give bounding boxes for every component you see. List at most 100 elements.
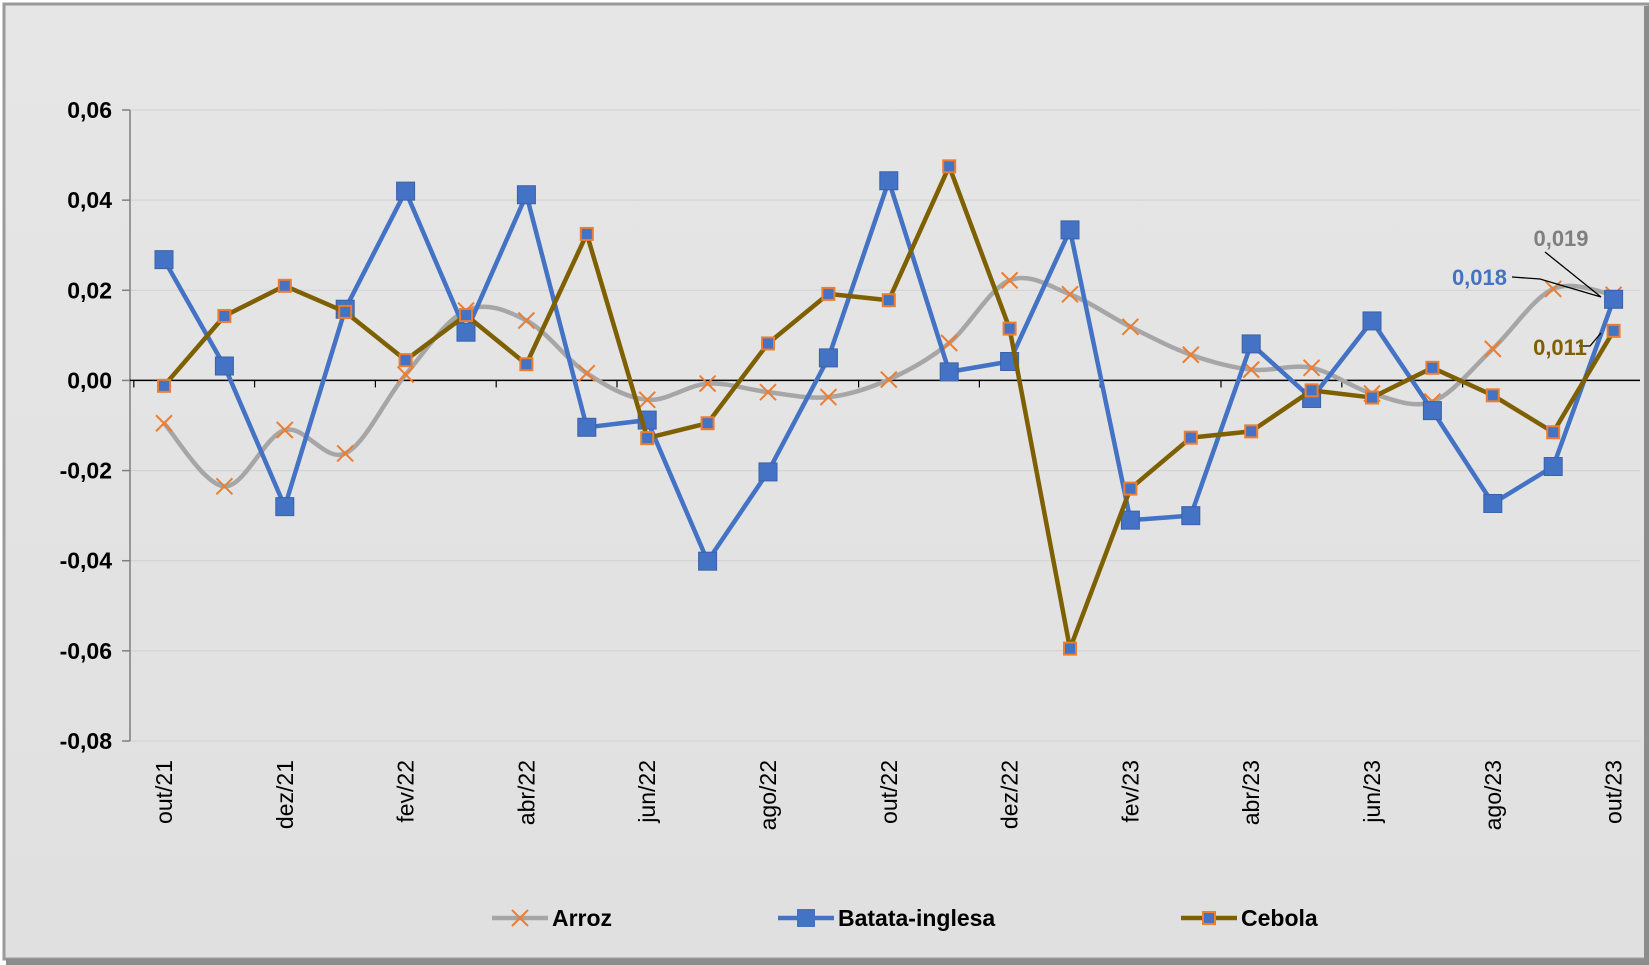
data-point [215,477,234,496]
data-point [277,278,292,293]
data-point [338,304,353,319]
data-point [1002,321,1017,336]
data-point [519,357,534,372]
x-tick-label: out/23 [1601,760,1627,824]
legend-marker [797,909,815,927]
x-tick-label: fev/23 [1117,760,1143,823]
leader-line [1511,276,1602,298]
data-point [1182,346,1200,364]
x-tick-label: ago/23 [1480,760,1506,830]
data-point [881,293,896,308]
data-point [758,462,778,482]
data-label-arroz: 0,019 [1533,226,1602,298]
data-point [1484,340,1502,358]
data-label-text: 0,011 [1533,335,1587,360]
y-tick-label: -0,06 [60,638,112,664]
data-label-cebola: 0,011 [1533,332,1602,360]
data-point [1422,401,1442,421]
series-layer [154,159,1624,656]
legend-marker [1202,911,1216,925]
x-tick-label: abr/23 [1238,760,1264,825]
data-point [939,362,959,382]
x-tick-label: dez/22 [997,760,1023,829]
data-point [879,171,899,191]
data-point [640,431,655,446]
data-point [1365,390,1379,405]
data-point [217,308,232,323]
data-point [1543,457,1563,477]
data-point [154,250,174,270]
data-point [1604,289,1624,309]
x-tick-label: out/21 [151,760,177,824]
data-point [1181,506,1201,526]
data-label-text: 0,018 [1452,265,1507,290]
data-point [1063,641,1077,656]
data-point [880,370,898,389]
x-tick-label: fev/22 [393,760,419,823]
data-point [1485,388,1500,403]
x-tick-label: out/22 [876,760,902,824]
series-cebola [157,159,1621,656]
data-point [157,378,171,393]
data-point [336,444,354,463]
data-point [1544,280,1562,298]
data-point [1425,360,1440,375]
grid-layer [130,109,1640,742]
chart-shadow-right [1644,6,1649,965]
data-point [276,421,294,439]
data-point [155,414,173,432]
y-tick-label: -0,08 [60,728,113,754]
data-point [821,286,836,301]
data-point [396,181,416,201]
data-point [1304,383,1319,398]
x-tick-label: abr/22 [513,760,539,825]
y-tick-label: 0,06 [67,97,112,123]
data-point [1120,510,1140,530]
legend-label: Batata-inglesa [838,905,995,931]
data-point [398,353,413,368]
data-point [818,348,838,368]
data-point [761,336,775,351]
data-point [1121,318,1140,336]
data-point [456,322,476,342]
data-point [698,551,718,571]
data-label-batata-inglesa: 0,018 [1452,265,1602,298]
y-tick-label: 0,04 [67,187,112,213]
leader-line [1544,251,1602,298]
legend: Arroz Batata-inglesa Cebola [492,905,1318,931]
series-batata-inglesa [154,171,1624,571]
legend-label: Arroz [552,905,612,931]
data-point [1241,334,1261,354]
data-point [459,308,473,323]
legend-item-cebola: Cebola [1181,905,1318,931]
label-layer: 0,019 0,018 0,011 [1452,226,1602,360]
data-point [1000,271,1019,290]
y-tick-label: -0,04 [60,548,113,574]
y-tick-label: 0,02 [67,277,112,303]
x-tick-label: dez/21 [272,760,298,829]
data-point [1302,359,1321,377]
x-tick-label: ago/22 [755,760,781,830]
data-point [942,159,957,174]
y-tick-label: -0,02 [60,458,112,484]
leader-line [1579,332,1602,347]
data-point [1244,424,1259,439]
data-point [578,364,596,382]
legend-item-batata-inglesa: Batata-inglesa [778,905,995,931]
data-point [396,365,415,384]
data-point [819,388,838,406]
data-point [698,374,717,393]
data-point [1061,285,1079,304]
x-tick-label: jun/22 [634,760,660,824]
data-point [1183,430,1198,445]
y-tick-label: 0,00 [67,367,112,393]
data-point [1060,220,1080,240]
legend-label: Cebola [1241,905,1318,931]
data-label-text: 0,019 [1533,226,1588,251]
axis-layer: 0,06 0,04 0,02 0,00 -0,02 -0,04 -0,06 -0,08 out/… [60,97,1640,830]
data-point [517,311,536,330]
data-point [214,356,234,376]
data-point [759,383,777,401]
